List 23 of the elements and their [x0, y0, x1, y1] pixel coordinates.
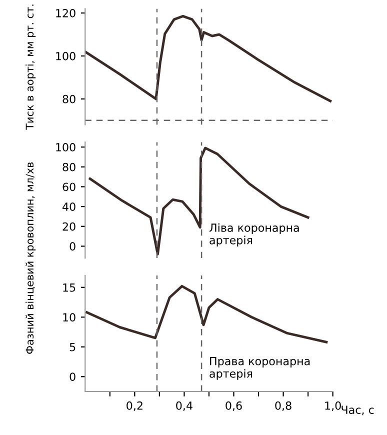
y-tick-label: 0 — [70, 372, 76, 382]
y-tick-label: 20 — [62, 222, 76, 231]
x-tick-label: 0,2 — [126, 401, 142, 411]
y-tick-label: 10 — [63, 313, 76, 322]
y-axis-title: Тиск в аорті, мм рт. ст. — [26, 4, 36, 130]
annotation: Права коронарна артерія — [210, 357, 310, 380]
x-axis-title: Час, с — [342, 406, 374, 416]
y-tick-label: 15 — [63, 284, 76, 292]
y-axis-title: Фазний вінцевий кровоплин, мл/хв — [26, 162, 36, 354]
y-tick-label: 80 — [62, 94, 76, 104]
y-tick-label: 5 — [70, 343, 76, 352]
x-tick-label: 0,8 — [275, 401, 292, 411]
y-tick-label: 100 — [56, 143, 76, 152]
y-tick-label: 120 — [56, 8, 76, 18]
y-tick-label: 100 — [56, 52, 76, 60]
y-tick-label: 0 — [70, 242, 76, 251]
y-tick-label: 60 — [62, 182, 76, 192]
y-tick-label: 40 — [62, 202, 76, 211]
x-tick-label: 0,4 — [176, 401, 192, 411]
x-tick-label: 0,6 — [226, 401, 242, 411]
annotation: Ліва коронарна артерія — [209, 223, 299, 246]
x-tick-label: 1,0 — [325, 401, 341, 411]
y-tick-label: 80 — [62, 162, 76, 172]
